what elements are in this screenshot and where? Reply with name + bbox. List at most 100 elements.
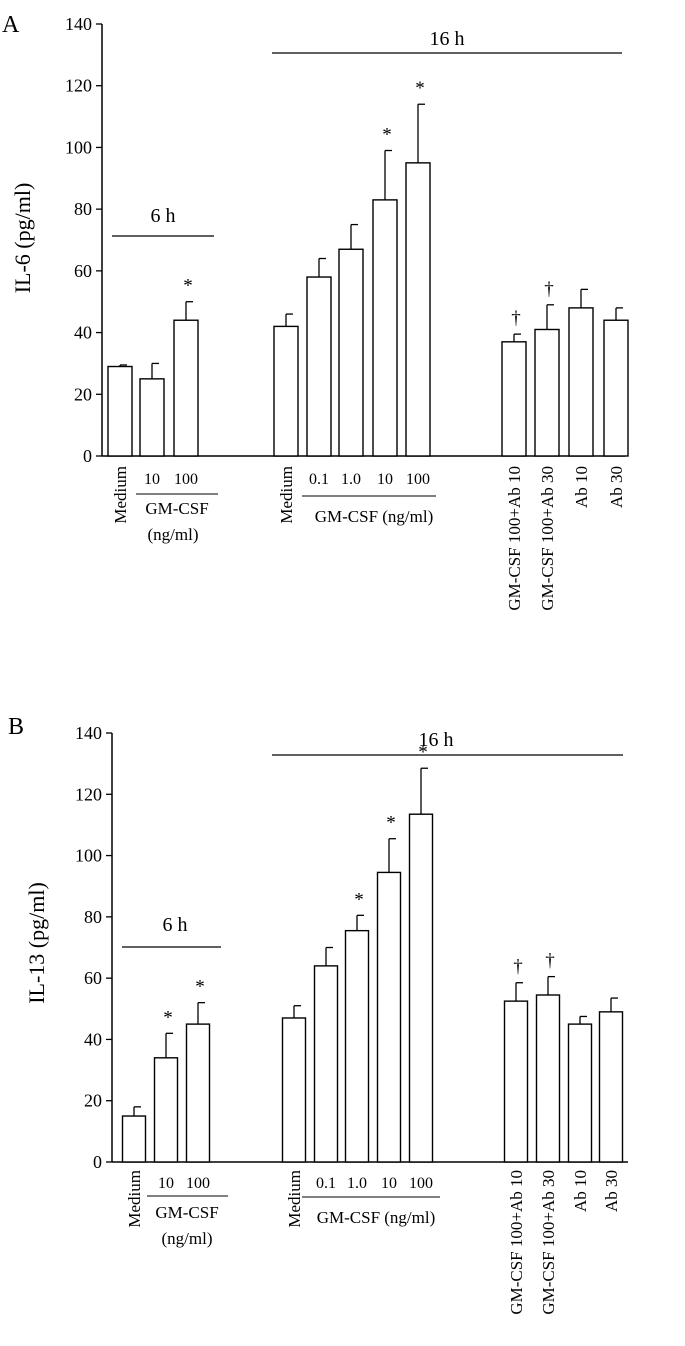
- y-axis: 0 20 40 60 80 100 120 140: [65, 14, 103, 466]
- x-tick-label: 1.0: [341, 471, 361, 488]
- bar: [503, 1000, 529, 1163]
- significance-mark: *: [418, 742, 428, 763]
- panel-a-il6-chart: A IL-6 (pg/ml) 0 20 40 60 80 100 120 140 Medium…: [2, 12, 629, 611]
- bar: [306, 276, 332, 457]
- bar: [535, 994, 561, 1163]
- gmcsf-label-6h: GM-CSF: [145, 499, 208, 518]
- panel-label: B: [8, 714, 24, 740]
- x-tick-label: 100: [406, 471, 430, 488]
- significance-marks: * * * † †: [183, 78, 554, 329]
- significance-mark: *: [195, 977, 205, 998]
- x-tick-label: 0.1: [316, 1175, 336, 1192]
- y-tick-label: 0: [93, 1152, 102, 1172]
- bar: [273, 325, 299, 457]
- y-tick-label: 0: [83, 446, 92, 466]
- gmcsf-label-6h: GM-CSF: [155, 1203, 218, 1222]
- x-tick-label: Ab 10: [572, 466, 591, 508]
- bar: [281, 1017, 307, 1163]
- x-tick-label: Medium: [125, 1170, 144, 1228]
- bar: [603, 319, 629, 457]
- bar: [313, 965, 339, 1163]
- x-tick-label: Ab 30: [602, 1170, 621, 1212]
- group-title-16h: 16 h: [430, 28, 465, 50]
- y-tick-label: 140: [75, 723, 102, 743]
- y-axis-label: IL-13 (pg/ml): [24, 882, 49, 1004]
- significance-mark: *: [415, 78, 425, 99]
- y-tick-label: 60: [74, 261, 92, 281]
- y-tick-label: 100: [65, 137, 92, 157]
- x-tick-label: GM-CSF 100+Ab 30: [539, 1170, 558, 1315]
- y-tick-label: 80: [74, 199, 92, 219]
- x-tick-label: Ab 10: [571, 1170, 590, 1212]
- significance-marks: * * * * * † †: [163, 742, 555, 1028]
- y-tick-label: 60: [84, 968, 102, 988]
- panel-label: A: [2, 12, 20, 38]
- y-tick-label: 20: [84, 1091, 102, 1111]
- bar: [139, 378, 165, 457]
- x-tick-label: 10: [381, 1175, 397, 1192]
- x-axis: Medium 10 100 Medium 0.1 1.0 10 100 GM-CSF 100+A…: [102, 455, 626, 611]
- significance-mark: *: [386, 813, 396, 834]
- x-tick-label: 1.0: [347, 1175, 367, 1192]
- x-tick-label: 100: [409, 1175, 433, 1192]
- bar: [405, 162, 431, 457]
- x-tick-label: 100: [174, 471, 198, 488]
- significance-mark: †: [544, 279, 554, 300]
- bar: [567, 1023, 593, 1163]
- bar: [598, 1011, 624, 1163]
- significance-mark: *: [382, 125, 392, 146]
- bar: [338, 248, 364, 457]
- y-axis-label: IL-6 (pg/ml): [10, 183, 35, 294]
- bar: [344, 929, 370, 1163]
- panel-b-il13-chart: B IL-13 (pg/ml) 0 20 40 60 80 100 120 140 Mediu…: [8, 714, 628, 1315]
- gmcsf-label-16h: GM-CSF (ng/ml): [317, 1208, 436, 1227]
- error-bars: [133, 767, 618, 1117]
- bar: [372, 199, 398, 457]
- y-tick-label: 120: [75, 784, 102, 804]
- y-tick-label: 100: [75, 846, 102, 866]
- bars: [107, 162, 629, 457]
- y-tick-label: 40: [84, 1029, 102, 1049]
- group-title-16h: 16 h: [419, 729, 454, 751]
- x-tick-label: 0.1: [309, 471, 329, 488]
- group-title-6h: 6 h: [151, 205, 176, 227]
- y-tick-label: 40: [74, 323, 92, 343]
- y-axis: 0 20 40 60 80 100 120 140: [75, 723, 113, 1172]
- bar: [107, 365, 133, 457]
- y-tick-label: 20: [74, 384, 92, 404]
- gmcsf-unit-6h: (ng/ml): [162, 1229, 213, 1248]
- bar: [568, 307, 594, 457]
- x-tick-label: Medium: [277, 466, 296, 524]
- x-tick-label: 10: [377, 471, 393, 488]
- x-tick-label: Ab 30: [607, 466, 626, 508]
- significance-mark: *: [183, 276, 193, 297]
- x-tick-label: 100: [186, 1175, 210, 1192]
- bar: [408, 813, 434, 1163]
- bar: [534, 328, 560, 457]
- significance-mark: *: [163, 1007, 173, 1028]
- significance-mark: †: [513, 957, 523, 978]
- x-tick-label: GM-CSF 100+Ab 10: [507, 1170, 526, 1315]
- error-bars: [119, 103, 623, 379]
- x-tick-label: GM-CSF 100+Ab 10: [505, 466, 524, 611]
- bar: [501, 341, 527, 457]
- significance-mark: †: [511, 308, 521, 329]
- bar: [173, 319, 199, 457]
- x-tick-label: Medium: [285, 1170, 304, 1228]
- bar: [153, 1057, 179, 1163]
- significance-mark: †: [545, 951, 555, 972]
- group-title-6h: 6 h: [163, 914, 188, 936]
- significance-mark: *: [354, 889, 364, 910]
- x-tick-label: Medium: [111, 466, 130, 524]
- gmcsf-unit-6h: (ng/ml): [148, 525, 199, 544]
- x-tick-label: GM-CSF 100+Ab 30: [538, 466, 557, 611]
- bar: [376, 871, 402, 1163]
- bar: [185, 1023, 211, 1163]
- x-tick-label: 10: [144, 471, 160, 488]
- y-tick-label: 120: [65, 76, 92, 96]
- x-tick-label: 10: [158, 1175, 174, 1192]
- gmcsf-label-16h: GM-CSF (ng/ml): [315, 507, 434, 526]
- y-tick-label: 140: [65, 14, 92, 34]
- bar: [121, 1115, 147, 1163]
